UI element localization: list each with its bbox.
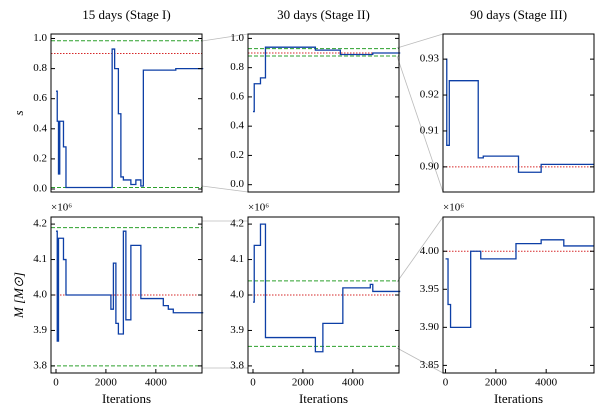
y-tick-label: 4.0: [230, 289, 244, 301]
plot-frame: [442, 216, 595, 374]
data-line: [445, 239, 594, 328]
plot-frame: [50, 33, 203, 193]
y-tick-label: 0.8: [230, 61, 244, 73]
y-tick-label: 3.9: [230, 324, 244, 336]
x-tick-label: 0: [443, 377, 449, 389]
panel-title: 15 days (Stage I): [82, 7, 170, 22]
y-tick-label: 0.0: [230, 178, 244, 190]
y-tick-label: 0.91: [420, 124, 439, 136]
y-axis-label: s: [11, 110, 26, 115]
y-tick-label: 4.1: [230, 253, 244, 265]
x-axis-label: Iterations: [494, 391, 543, 406]
offset-text: ×10⁶: [248, 202, 269, 214]
x-tick-label: 0: [250, 377, 256, 389]
panel-title: 30 days (Stage II): [277, 7, 370, 22]
y-tick-label: 3.8: [230, 359, 244, 371]
data-line: [55, 48, 204, 189]
data-line: [55, 230, 204, 342]
y-tick-label: 0.6: [33, 92, 47, 104]
y-axis-label: M [M⊙]: [11, 272, 26, 319]
connector: [396, 33, 444, 49]
plot-frame: [247, 216, 400, 374]
connector: [396, 55, 444, 193]
y-tick-label: 4.1: [33, 253, 47, 265]
plot-frame: [247, 33, 400, 193]
y-tick-label: 1.0: [33, 32, 47, 44]
y-tick-label: 0.2: [230, 149, 244, 161]
y-tick-label: 0.93: [420, 53, 440, 65]
y-tick-label: 0.0: [33, 183, 47, 195]
plot-frame: [442, 33, 595, 193]
y-tick-label: 0.92: [420, 89, 439, 101]
x-tick-label: 2000: [485, 377, 508, 389]
y-tick-label: 4.2: [33, 218, 47, 230]
y-tick-label: 0.2: [33, 152, 47, 164]
y-tick-label: 4.2: [230, 218, 244, 230]
x-tick-label: 2000: [292, 377, 315, 389]
y-tick-label: 3.9: [33, 324, 47, 336]
connector: [396, 216, 444, 283]
y-tick-label: 3.8: [33, 359, 47, 371]
y-tick-label: 4.0: [33, 289, 47, 301]
y-tick-label: 0.8: [33, 62, 47, 74]
x-tick-label: 4000: [342, 377, 365, 389]
y-tick-label: 1.0: [230, 32, 244, 44]
x-tick-label: 4000: [145, 377, 168, 389]
x-tick-label: 2000: [95, 377, 118, 389]
zoom-connectors: [201, 33, 444, 374]
data-line: [445, 58, 594, 173]
y-tick-label: 0.4: [33, 122, 47, 134]
connector: [201, 33, 249, 42]
x-tick-label: 4000: [535, 377, 558, 389]
data-line: [252, 223, 401, 353]
y-tick-label: 0.90: [420, 160, 440, 172]
offset-text: ×10⁶: [51, 202, 72, 214]
panel-title: 90 days (Stage III): [470, 7, 567, 22]
y-tick-label: 3.95: [420, 283, 440, 295]
offset-text: ×10⁶: [443, 202, 464, 214]
y-tick-label: 0.4: [230, 120, 244, 132]
y-tick-label: 3.90: [420, 321, 440, 333]
plot-frame: [50, 216, 203, 374]
y-tick-label: 3.85: [420, 359, 440, 371]
y-tick-label: 0.6: [230, 90, 244, 102]
x-axis-label: Iterations: [299, 391, 348, 406]
x-tick-label: 0: [53, 377, 59, 389]
connector: [201, 185, 249, 193]
x-axis-label: Iterations: [102, 391, 151, 406]
data-line: [252, 46, 401, 113]
connector: [396, 347, 444, 374]
y-tick-label: 4.00: [420, 245, 440, 257]
